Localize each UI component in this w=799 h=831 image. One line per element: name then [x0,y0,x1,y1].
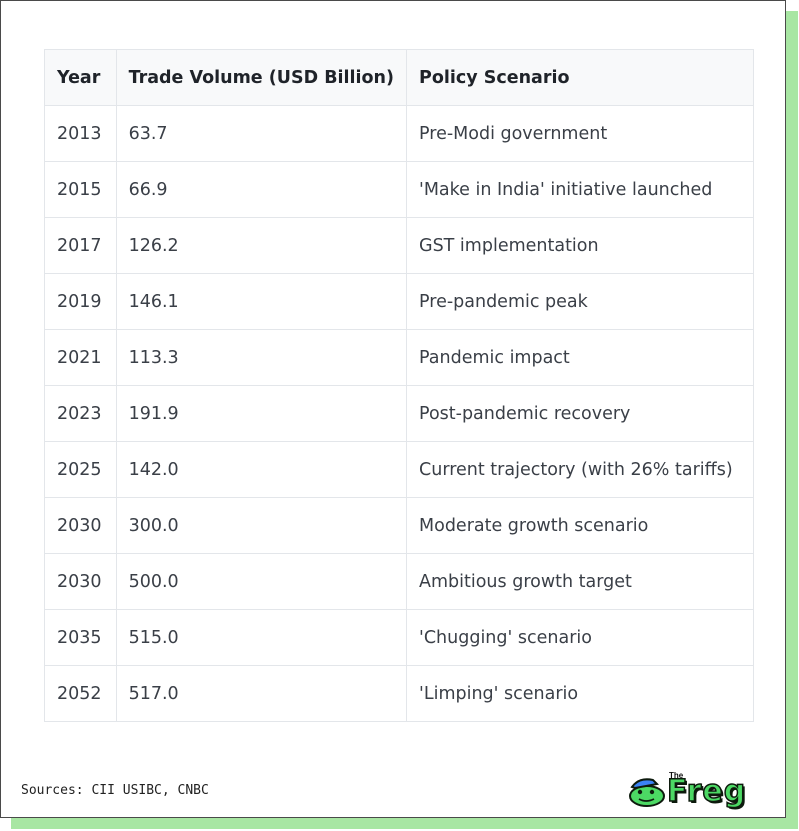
cell-scenario: Post-pandemic recovery [406,385,754,442]
cell-volume: 300.0 [115,497,408,554]
cell-scenario: GST implementation [406,217,754,274]
cell-volume: 515.0 [115,609,408,666]
cell-year: 2015 [44,161,117,218]
cell-volume: 66.9 [115,161,408,218]
table-row: 2035 515.0 'Chugging' scenario [44,609,754,666]
header-policy-scenario: Policy Scenario [406,49,754,106]
cell-volume: 191.9 [115,385,408,442]
table-header-row: Year Trade Volume (USD Billion) Policy S… [44,49,754,106]
cell-year: 2035 [44,609,117,666]
cell-scenario: Current trajectory (with 26% tariffs) [406,441,754,498]
table-row: 2017 126.2 GST implementation [44,217,754,274]
sources-note: Sources: CII USIBC, CNBC [21,783,209,798]
table-row: 2019 146.1 Pre-pandemic peak [44,273,754,330]
cell-volume: 126.2 [115,217,408,274]
trade-volume-table: Year Trade Volume (USD Billion) Policy S… [44,49,754,722]
cell-volume: 113.3 [115,329,408,386]
cell-year: 2025 [44,441,117,498]
cell-scenario: Pre-pandemic peak [406,273,754,330]
cell-volume: 500.0 [115,553,408,610]
cell-year: 2023 [44,385,117,442]
cell-year: 2019 [44,273,117,330]
header-trade-volume: Trade Volume (USD Billion) [115,49,408,106]
cell-scenario: 'Limping' scenario [406,665,754,722]
frog-mascot-icon [629,778,665,807]
table-row: 2030 500.0 Ambitious growth target [44,553,754,610]
cell-scenario: Pandemic impact [406,329,754,386]
cell-volume: 142.0 [115,441,408,498]
cell-scenario: Moderate growth scenario [406,497,754,554]
cell-year: 2013 [44,105,117,162]
table-row: 2021 113.3 Pandemic impact [44,329,754,386]
brand-logo: The Freg [627,771,769,811]
table-row: 2023 191.9 Post-pandemic recovery [44,385,754,442]
table-row: 2013 63.7 Pre-Modi government [44,105,754,162]
cell-volume: 517.0 [115,665,408,722]
logo-wordmark: Freg [666,774,747,810]
card: Year Trade Volume (USD Billion) Policy S… [0,0,786,818]
cell-scenario: 'Chugging' scenario [406,609,754,666]
table-row: 2025 142.0 Current trajectory (with 26% … [44,441,754,498]
table-row: 2052 517.0 'Limping' scenario [44,665,754,722]
table-row: 2015 66.9 'Make in India' initiative lau… [44,161,754,218]
cell-year: 2017 [44,217,117,274]
logo-small-text: The [669,771,684,780]
cell-volume: 63.7 [115,105,408,162]
cell-scenario: 'Make in India' initiative launched [406,161,754,218]
cell-year: 2021 [44,329,117,386]
cell-scenario: Ambitious growth target [406,553,754,610]
header-year: Year [44,49,117,106]
cell-year: 2052 [44,665,117,722]
cell-year: 2030 [44,497,117,554]
cell-year: 2030 [44,553,117,610]
cell-scenario: Pre-Modi government [406,105,754,162]
cell-volume: 146.1 [115,273,408,330]
table-row: 2030 300.0 Moderate growth scenario [44,497,754,554]
